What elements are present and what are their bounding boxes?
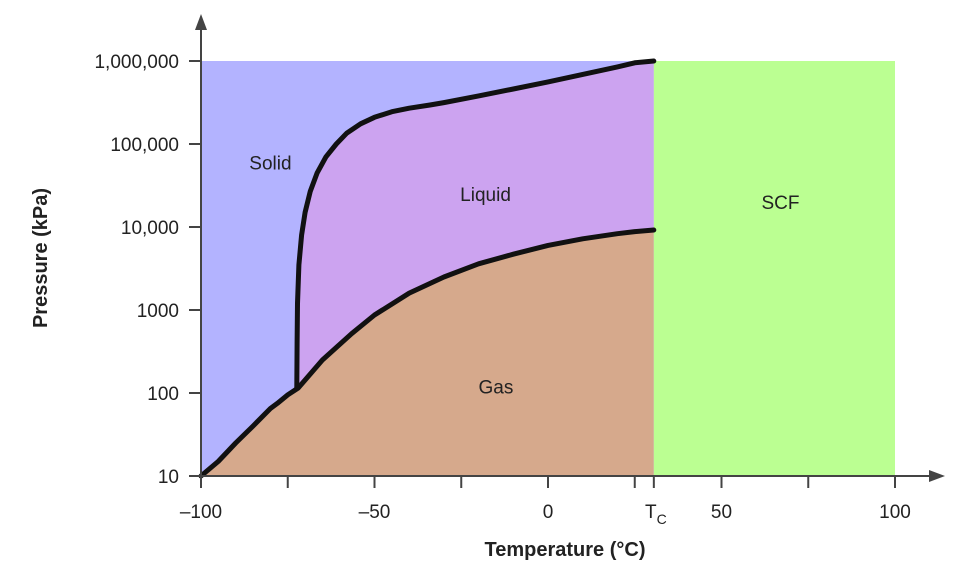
y-axis-arrowhead [195, 14, 207, 30]
x-axis-arrowhead [929, 470, 945, 482]
x-tick-label: –50 [359, 502, 391, 523]
melting-fusion-curve [294, 58, 657, 391]
x-ticks: –100 –50 0 50 100 [180, 476, 911, 523]
critical-temperature-marker: TC [645, 476, 667, 527]
region-labels: Solid Liquid Gas SCF [249, 153, 799, 398]
x-tick-label: –100 [180, 502, 222, 523]
x-tick-label: 100 [879, 502, 911, 523]
x-axis-title: Temperature (°C) [485, 539, 646, 561]
gas-region [201, 230, 654, 476]
x-tick-label: 50 [711, 502, 732, 523]
gas-label: Gas [479, 377, 514, 398]
x-tick-label: 0 [543, 502, 554, 523]
critical-temperature-symbol: T [645, 502, 657, 523]
critical-temperature-label: TC [645, 502, 667, 527]
y-tick-label: 100,000 [110, 135, 179, 156]
scf-label: SCF [761, 193, 799, 214]
y-tick-label: 100 [147, 384, 179, 405]
y-tick-label: 1,000,000 [94, 52, 179, 73]
solid-label: Solid [249, 153, 291, 174]
axes [195, 14, 945, 482]
regions-layer [201, 61, 895, 476]
y-tick-label: 10,000 [121, 218, 179, 239]
y-axis-title: Pressure (kPa) [30, 188, 52, 328]
y-ticks: 10 100 1000 10,000 100,000 1,000,000 [94, 52, 201, 488]
sublimation-vaporization-curve [198, 227, 657, 479]
curves-layer [198, 58, 657, 479]
y-tick-label: 10 [158, 467, 179, 488]
scf-region [653, 61, 895, 476]
y-tick-label: 1000 [137, 301, 179, 322]
liquid-label: Liquid [460, 185, 511, 206]
critical-temperature-subscript: C [657, 511, 667, 527]
